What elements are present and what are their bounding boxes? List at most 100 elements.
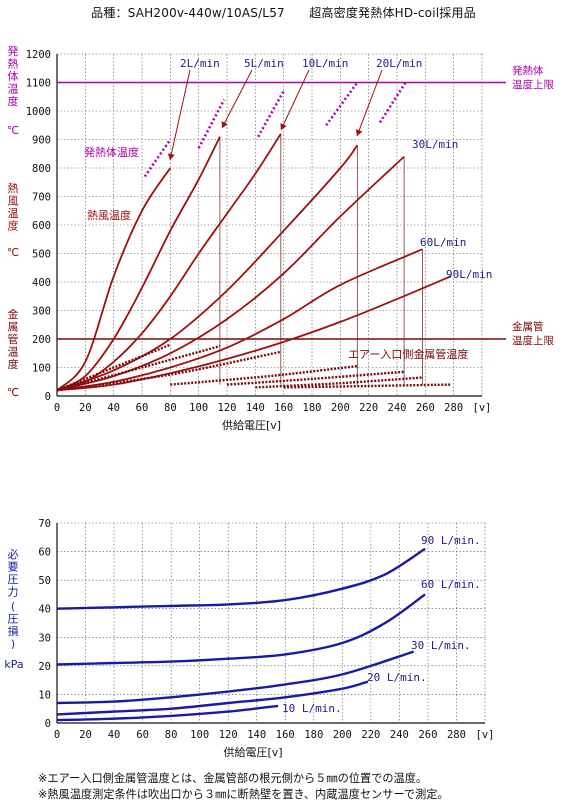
series-line-hot_air bbox=[56, 167, 172, 391]
y-tick-label: 0 bbox=[45, 718, 51, 730]
annotation-heater-temp: 発熱体温度 bbox=[84, 145, 139, 159]
y-tick-label: 30 bbox=[38, 632, 51, 644]
series-line-pipe bbox=[255, 376, 423, 389]
y-tick-label: 40 bbox=[38, 604, 51, 616]
series-label: 90 L/min. bbox=[421, 534, 481, 547]
series-line-heater bbox=[143, 138, 172, 178]
callout-arrow-head bbox=[280, 123, 287, 130]
series-line bbox=[56, 593, 426, 666]
series-line bbox=[56, 547, 426, 610]
series-line-hot_air bbox=[56, 155, 405, 392]
series-line-pipe bbox=[283, 383, 451, 389]
x-tick-label: 60 bbox=[136, 729, 149, 741]
callout-arrow bbox=[280, 69, 310, 131]
annotation-hot-air-temp: 熱風温度 bbox=[87, 208, 131, 222]
x-tick-label: 240 bbox=[388, 402, 407, 414]
y-tick-label: 1100 bbox=[26, 78, 51, 90]
threshold-label-heater: 温度上限 bbox=[512, 78, 554, 91]
y-axis-unit: kPa bbox=[4, 658, 23, 671]
threshold-label-pipe: 温度上限 bbox=[512, 334, 554, 347]
series-line-pipe bbox=[226, 370, 405, 386]
series-line bbox=[56, 704, 279, 722]
series-line-hot_air bbox=[56, 248, 423, 392]
x-tick-label: 40 bbox=[108, 729, 121, 741]
x-tick-label: 180 bbox=[304, 729, 323, 741]
callout-arrow-head bbox=[221, 121, 228, 128]
x-tick-label: 100 bbox=[189, 402, 208, 414]
y-tick-label: 60 bbox=[38, 547, 51, 559]
y-tick-label: 600 bbox=[32, 220, 51, 232]
x-tick-label: 120 bbox=[218, 402, 237, 414]
x-tick-label: 260 bbox=[418, 729, 437, 741]
x-tick-label: 160 bbox=[276, 729, 295, 741]
y-axis-unit-heater: ℃ bbox=[7, 124, 19, 137]
series-label: 90L/min bbox=[446, 268, 492, 281]
x-tick-label: 0 bbox=[54, 402, 60, 414]
series-line bbox=[56, 650, 415, 705]
x-tick-label: 200 bbox=[331, 402, 350, 414]
series-line-hot_air bbox=[56, 133, 282, 392]
series-label: 10L/min bbox=[302, 57, 348, 70]
y-tick-label: 400 bbox=[32, 277, 51, 289]
callout-arrow-head bbox=[355, 129, 363, 136]
series-label: 5L/min bbox=[244, 57, 284, 70]
x-tick-label: 160 bbox=[274, 402, 293, 414]
series-label: 20L/min bbox=[376, 57, 422, 70]
y-tick-label: 10 bbox=[38, 689, 51, 701]
series-label: 2L/min bbox=[180, 57, 220, 70]
x-tick-label: 20 bbox=[79, 402, 92, 414]
threshold-label-pipe: 金属管 bbox=[512, 320, 544, 333]
y-axis-unit-hot-air: ℃ bbox=[7, 246, 19, 259]
callout-arrow bbox=[356, 69, 383, 137]
note-measurement-condition: ※熱風温度測定条件は吹出口から３㎜に断熱壁を置き、内蔵温度センサーで測定。 bbox=[38, 788, 449, 801]
x-tick-label: 80 bbox=[164, 402, 177, 414]
x-tick-label: 220 bbox=[361, 729, 380, 741]
y-tick-label: 50 bbox=[38, 575, 51, 587]
x-axis-title: 供給電圧[v] bbox=[223, 745, 282, 759]
pressure-chart: 0 20 40 60 80 100 120 140 160 180 200 220 240 260 280[… bbox=[4, 518, 495, 759]
y-tick-label: 70 bbox=[38, 518, 51, 530]
y-tick-label: 700 bbox=[32, 192, 51, 204]
series-label: 30L/min bbox=[412, 138, 458, 151]
x-tick-label: 180 bbox=[303, 402, 322, 414]
x-tick-label: 200 bbox=[333, 729, 352, 741]
x-tick-label: 40 bbox=[107, 402, 120, 414]
y-tick-label: 1200 bbox=[26, 49, 51, 61]
x-tick-label: [v] bbox=[473, 402, 492, 414]
series-line-heater bbox=[378, 81, 407, 124]
annotation-pipe-temp: エアー入口側金属管温度 bbox=[348, 347, 468, 361]
page-title: 品種：SAH200v-440w/10AS/L57 超高密度発熱体HD-coil採… bbox=[91, 6, 476, 20]
series-label: 60 L/min. bbox=[421, 578, 481, 591]
y-tick-label: 200 bbox=[32, 334, 51, 346]
series-line-pipe bbox=[170, 364, 358, 386]
series-label: 10 L/min. bbox=[282, 702, 342, 715]
x-tick-label: 240 bbox=[390, 729, 409, 741]
y-axis-title: 必要圧力 bbox=[8, 548, 19, 599]
series-label: 60L/min bbox=[420, 236, 466, 249]
series-label: 30 L/min. bbox=[411, 639, 471, 652]
x-axis-title: 供給電圧[v] bbox=[222, 418, 281, 432]
callout-arrow bbox=[169, 69, 191, 161]
x-tick-label: 0 bbox=[54, 729, 60, 741]
series-line-hot_air bbox=[56, 136, 221, 392]
y-tick-label: 800 bbox=[32, 163, 51, 175]
y-axis-title-hot-air: 熱風温度 bbox=[8, 182, 19, 233]
y-tick-label: 20 bbox=[38, 661, 51, 673]
series-line-heater bbox=[197, 98, 226, 149]
y-tick-label: 300 bbox=[32, 306, 51, 318]
series-line-pipe bbox=[56, 343, 171, 392]
x-tick-label: [v] bbox=[476, 729, 495, 741]
y-tick-label: 0 bbox=[45, 391, 51, 403]
x-tick-label: 140 bbox=[247, 729, 266, 741]
callout-arrow-head bbox=[167, 153, 175, 160]
x-tick-label: 120 bbox=[219, 729, 238, 741]
series-line-heater bbox=[325, 81, 359, 127]
series-line bbox=[56, 680, 369, 716]
series-label: 20 L/min. bbox=[367, 671, 427, 684]
callout-arrow bbox=[221, 69, 253, 129]
x-tick-label: 20 bbox=[79, 729, 92, 741]
x-tick-label: 260 bbox=[416, 402, 435, 414]
series-line-hot_air bbox=[56, 275, 452, 392]
x-tick-label: 80 bbox=[165, 729, 178, 741]
series-line-hot_air bbox=[56, 144, 359, 392]
